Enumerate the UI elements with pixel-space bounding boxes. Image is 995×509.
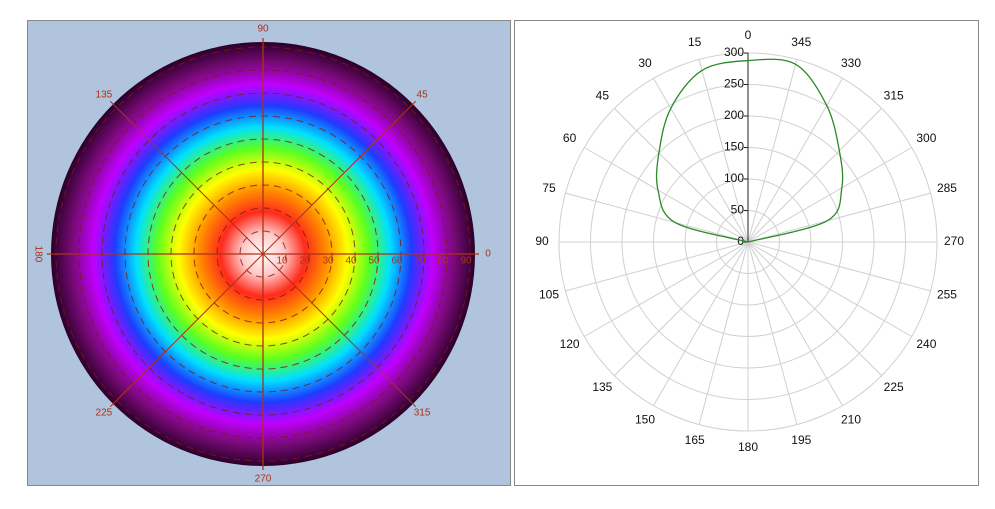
angle-label: 15 (688, 35, 702, 49)
r-tick-label: 40 (345, 256, 357, 267)
right-panel (514, 20, 979, 486)
angle-label: 120 (560, 337, 580, 351)
spoke (747, 192, 931, 243)
angle-label: 210 (841, 413, 861, 427)
spoke (747, 241, 882, 376)
angle-label: 0 (745, 28, 752, 42)
r-tick-label: 10 (276, 256, 288, 267)
angle-label: 105 (539, 287, 559, 301)
spoke (109, 253, 264, 408)
spoke (747, 241, 798, 425)
spoke (747, 241, 931, 292)
angle-label: 255 (937, 287, 957, 301)
angle-label: 135 (96, 90, 113, 101)
angle-label: 150 (635, 413, 655, 427)
r-tick-label: 100 (724, 171, 744, 185)
angle-label: 30 (638, 56, 652, 70)
spoke (747, 147, 912, 243)
spoke (698, 59, 749, 243)
series-line (655, 58, 844, 243)
angle-label: 180 (738, 440, 758, 454)
r-tick-label: 50 (368, 256, 380, 267)
angle-label: 345 (791, 35, 811, 49)
spoke (109, 100, 264, 255)
spoke (698, 241, 749, 425)
angle-label: 330 (841, 56, 861, 70)
angle-label: 285 (937, 181, 957, 195)
spoke (262, 253, 417, 408)
angle-label: 300 (916, 131, 936, 145)
angle-label: 90 (257, 24, 269, 35)
angle-label: 60 (563, 131, 577, 145)
spoke (653, 241, 749, 406)
angle-label: 45 (417, 90, 429, 101)
spoke (747, 108, 882, 243)
r-tick-label: 300 (724, 45, 744, 59)
spoke (653, 78, 749, 243)
angle-label: 225 (884, 380, 904, 394)
angle-label: 225 (96, 408, 113, 419)
angle-label: 135 (592, 380, 612, 394)
angle-label: 270 (944, 234, 964, 248)
spoke (614, 108, 749, 243)
r-tick-label: 30 (322, 256, 334, 267)
r-tick-label: 20 (299, 256, 311, 267)
spoke (565, 241, 749, 292)
spoke (747, 59, 798, 243)
angle-label: 270 (255, 474, 272, 485)
angle-label: 90 (535, 234, 549, 248)
angle-label: 240 (916, 337, 936, 351)
r-tick-label: 70 (414, 256, 426, 267)
spoke (262, 100, 417, 255)
r-tick-label: 90 (460, 256, 472, 267)
spoke (614, 241, 749, 376)
r-tick-label: 200 (724, 108, 744, 122)
angle-label: 0 (485, 249, 491, 260)
angle-label: 195 (791, 433, 811, 447)
angle-label: 75 (542, 181, 556, 195)
spoke (584, 241, 749, 337)
angle-label: 315 (414, 408, 431, 419)
spoke (584, 147, 749, 243)
r-tick-label: 0 (737, 234, 744, 248)
spoke (747, 241, 843, 406)
angle-label: 315 (884, 89, 904, 103)
angle-label: 180 (32, 246, 43, 263)
r-tick-label: 50 (731, 203, 745, 217)
spoke (747, 241, 912, 337)
r-tick-label: 80 (437, 256, 449, 267)
r-tick-label: 60 (391, 256, 403, 267)
r-tick-label: 150 (724, 140, 744, 154)
angle-label: 45 (596, 89, 610, 103)
spoke (565, 192, 749, 243)
r-tick-label: 250 (724, 77, 744, 91)
angle-label: 165 (685, 433, 705, 447)
